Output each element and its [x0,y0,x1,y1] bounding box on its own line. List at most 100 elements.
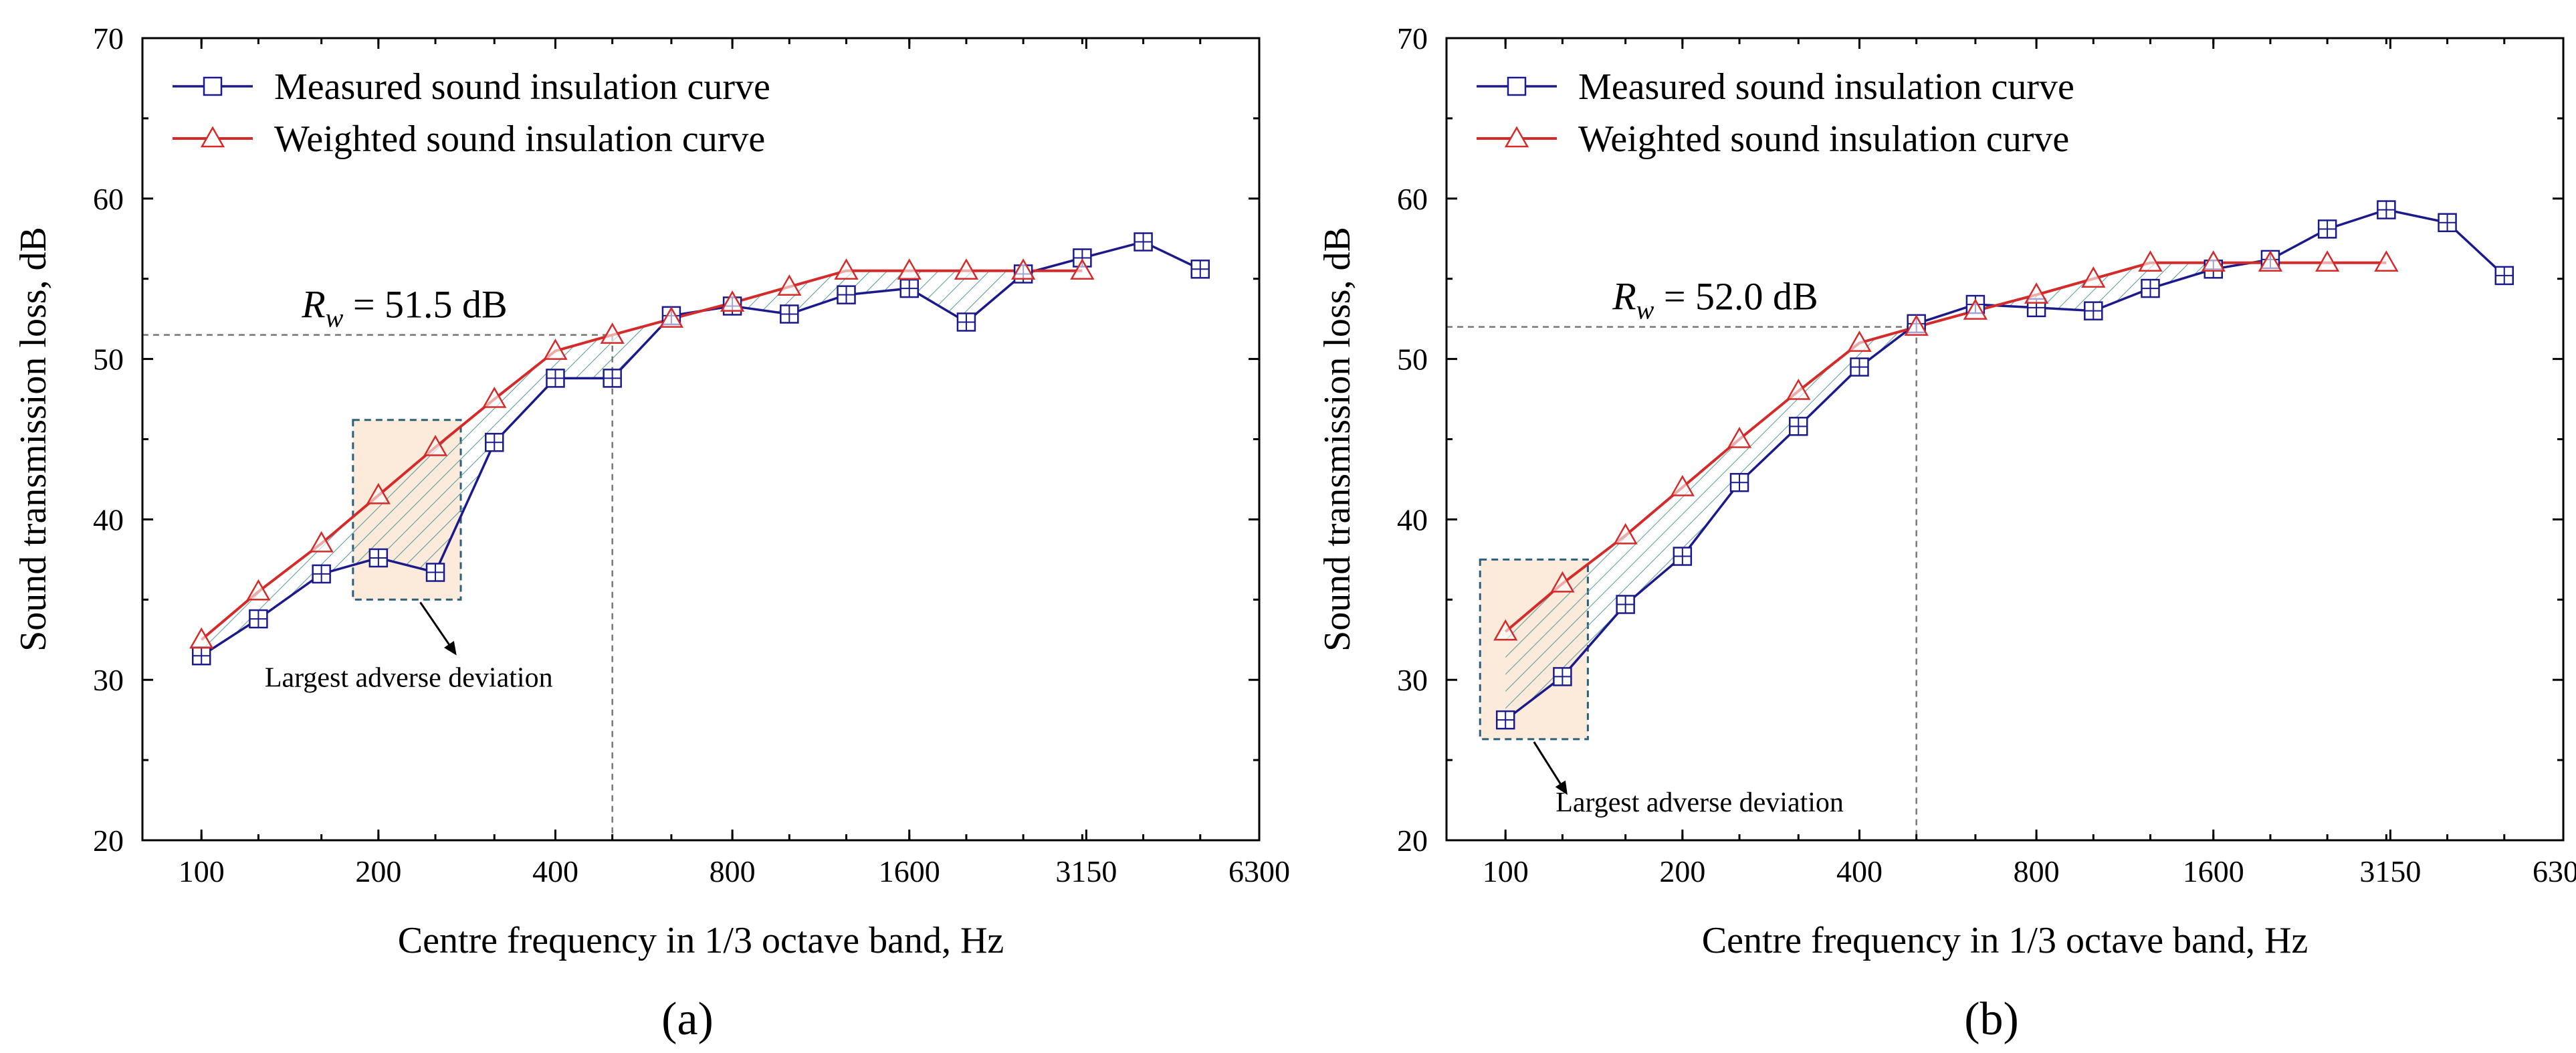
x-tick-label: 800 [710,854,756,888]
point-weighted [2201,250,2226,272]
legend-marker-measured [203,76,223,96]
axes-layer: 20 30 40 50 60 70 100 200 400 800 1600 3150 6300 [93,21,1290,888]
point-weighted [1847,330,1872,352]
series-layer [1493,200,2514,730]
x-axis-title: Centre frequency in 1/3 octave band, Hz [1702,920,2309,961]
point-weighted [720,290,745,312]
rw-guide-layer [142,334,613,840]
point-measured [2141,278,2160,298]
point-measured [899,278,919,298]
point-weighted [1070,258,1095,280]
y-axis-title: Sound transmission loss, dB [1317,227,1358,652]
point-weighted [1963,298,1988,320]
legend: Measured sound insulation curve Weighted… [1477,66,2074,160]
rw-annotation: Rw = 52.0 dB [1612,275,1818,325]
chart-panel-a: 20 30 40 50 60 70 100 200 400 800 1600 3150 6300 Mea… [13,21,1290,1045]
adverse-deviation-hatch [1505,583,1563,721]
adverse-deviation-hatch [2150,262,2214,289]
chart-panel-b: 20 30 40 50 60 70 100 200 400 800 1600 3150 6300 Mea… [1317,21,2576,1045]
y-tick-label: 30 [93,663,124,697]
adverse-deviation-hatch [1682,439,1740,557]
adverse-deviation-hatch [846,270,909,295]
point-measured [603,369,622,388]
point-weighted [1493,619,1518,641]
deviation-arrowhead [443,641,457,656]
point-weighted [2081,266,2106,288]
legend-marker-weighted [1504,126,1529,148]
adverse-deviation-hatch [2093,262,2151,311]
y-tick-label: 20 [93,824,124,858]
point-weighted [1613,522,1638,545]
point-weighted [1727,426,1752,448]
point-weighted [543,339,568,360]
adverse-deviation-hatch [1798,343,1860,427]
point-weighted [1010,258,1036,280]
y-tick-label: 70 [93,21,124,56]
point-measured [368,548,389,568]
point-measured [956,312,976,332]
point-weighted [1550,571,1575,593]
point-weighted [1904,314,1929,336]
x-tick-label: 6300 [1228,854,1290,888]
point-measured [2438,213,2457,233]
point-measured [485,433,504,452]
point-measured [425,563,445,582]
adverse-deviation-hatch [1625,487,1683,605]
point-measured [312,564,331,584]
rw-guide-layer [1446,326,1917,840]
panel-label: (b) [1964,993,2019,1045]
adverse-deviation-hatch [1739,391,1799,483]
legend: Measured sound insulation curve Weighted… [173,66,770,160]
y-tick-label: 50 [93,343,124,377]
point-measured [2494,266,2514,286]
axes-layer: 20 30 40 50 60 70 100 200 400 800 1600 3150 6300 [1397,21,2576,888]
deviation-arrowhead [1555,780,1568,795]
adverse-deviation-hatch [909,270,966,322]
point-measured [2084,301,2103,320]
point-weighted [2024,282,2049,304]
point-measured [546,369,565,388]
legend-label-weighted: Weighted sound insulation curve [274,118,765,160]
point-weighted [309,531,334,553]
point-weighted [1786,379,1811,400]
point-weighted [1670,474,1695,496]
point-measured [1616,595,1635,614]
y-tick-label: 40 [1397,502,1428,537]
point-weighted [2374,250,2399,272]
point-weighted [2138,250,2163,272]
hatch-layer [1505,262,2252,721]
point-weighted [777,274,802,296]
point-measured [1495,710,1515,730]
x-axis-title: Centre frequency in 1/3 octave band, Hz [398,920,1004,961]
point-measured [2377,200,2396,219]
legend-label-measured: Measured sound insulation curve [274,66,770,108]
legend-label-weighted: Weighted sound insulation curve [1578,118,2069,160]
x-tick-label: 100 [179,854,225,888]
x-tick-label: 200 [355,854,401,888]
point-weighted [954,258,979,280]
rw-annotation: Rw = 51.5 dB [301,283,508,333]
x-tick-label: 400 [1836,854,1883,888]
adverse-deviation-hatch [258,543,322,619]
legend-label-measured: Measured sound insulation curve [1578,66,2074,108]
deviation-annotation: Largest adverse deviation [1555,787,1844,818]
point-measured [1190,260,1210,279]
series-line-weighted [1504,261,2387,633]
x-tick-label: 3150 [2359,854,2421,888]
x-tick-label: 400 [532,854,578,888]
y-tick-label: 20 [1397,824,1428,858]
x-tick-label: 200 [1659,854,1705,888]
y-axis-title: Sound transmission loss, dB [13,227,54,652]
point-weighted [366,482,391,504]
point-measured [2317,219,2337,239]
x-tick-label: 800 [2014,854,2060,888]
point-measured [1850,357,1869,377]
y-tick-label: 50 [1397,343,1428,377]
point-measured [1673,547,1693,566]
point-weighted [659,306,684,328]
y-tick-label: 60 [1397,182,1428,216]
adverse-deviation-hatch [201,591,259,656]
adverse-deviation-hatch [435,399,495,573]
point-measured [249,609,268,629]
